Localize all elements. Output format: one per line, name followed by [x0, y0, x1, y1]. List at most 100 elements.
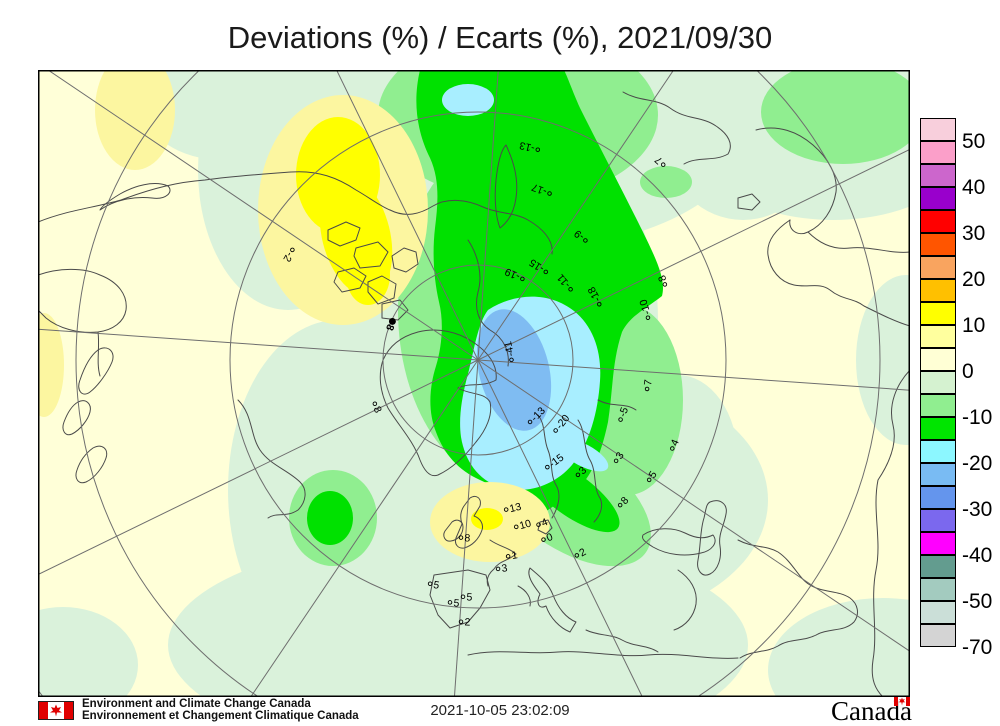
colorbar-tick-label: 30 [962, 222, 986, 245]
station-value: -13 [518, 139, 541, 154]
svg-text:2: 2 [577, 546, 588, 559]
colorbar-swatch [920, 164, 956, 187]
station-value: 3 [495, 562, 508, 575]
station-value: 0 [541, 531, 555, 544]
contour-fill-light-blue [476, 309, 552, 431]
station-value: 5 [460, 591, 473, 604]
map-frame [38, 70, 910, 697]
colorbar-swatch [920, 348, 956, 371]
colorbar-tick-label: -50 [962, 590, 993, 613]
station-value: 4 [536, 516, 550, 529]
station-value: 8 [458, 532, 471, 545]
svg-text:-19: -19 [503, 265, 522, 282]
colorbar-swatch [920, 394, 956, 417]
latitude-longitude-grid [38, 70, 910, 697]
station-value: -19 [503, 265, 525, 282]
colorbar-swatch [920, 210, 956, 233]
department-name-en: Environment and Climate Change Canada [82, 698, 311, 710]
svg-text:5: 5 [646, 469, 659, 481]
colorbar-swatch [920, 555, 956, 578]
wordmark-flag-icon [894, 697, 910, 706]
colorbar-swatch [920, 118, 956, 141]
svg-text:8: 8 [371, 404, 384, 415]
svg-text:4: 4 [669, 438, 682, 448]
station-value: 5 [427, 579, 440, 592]
colorbar-tick-label: -30 [962, 498, 993, 521]
deviation-contour-map: -13-17-9-10-19 -15-11-18-41-13 -20-15-578-… [38, 70, 910, 697]
station-value: 1 [505, 549, 519, 562]
colorbar-swatch [920, 233, 956, 256]
station-value: 13 [503, 501, 523, 515]
station-value: 4 [669, 438, 682, 451]
colorbar-swatch [920, 463, 956, 486]
station-value: -5 [617, 405, 632, 422]
colorbar-tick-label: 0 [962, 360, 974, 383]
colorbar-tick-label: 40 [962, 176, 986, 199]
svg-text:-41: -41 [502, 340, 517, 358]
footer: Environment and Climate Change Canada En… [0, 694, 1000, 726]
svg-text:3: 3 [613, 450, 626, 462]
colorbar-tick-label: -10 [962, 406, 993, 429]
svg-text:0: 0 [545, 531, 555, 544]
svg-text:8: 8 [383, 322, 396, 332]
svg-text:1: 1 [511, 549, 519, 562]
colorbar-swatch [920, 624, 956, 647]
station-value: 2 [574, 546, 588, 559]
station-value: 8 [656, 273, 669, 287]
station-value: -41 [502, 340, 517, 363]
svg-text:3: 3 [501, 562, 508, 575]
department-name-fr: Environnement et Changement Climatique C… [82, 710, 359, 722]
svg-text:2: 2 [464, 616, 470, 628]
page-title: Deviations (%) / Ecarts (%), 2021/09/30 [227, 20, 773, 55]
colorbar-swatch [920, 509, 956, 532]
colorbar-swatch [920, 601, 956, 624]
svg-text:5: 5 [453, 597, 460, 609]
generation-timestamp: 2021-10-05 23:02:09 [430, 702, 570, 719]
station-value: 2 [458, 616, 471, 629]
colorbar-swatch [920, 325, 956, 348]
svg-text:-17: -17 [530, 181, 549, 198]
colorbar-swatch [920, 371, 956, 394]
station-value: -10 [637, 298, 653, 320]
colorbar-tick-label: 50 [962, 130, 986, 153]
station-value: 7 [642, 379, 655, 392]
station-value: 8 [371, 401, 384, 415]
colorbar-tick-label: 20 [962, 268, 986, 291]
colorbar-swatch [920, 440, 956, 463]
colorbar-swatch [920, 187, 956, 210]
colorbar-tick-label: 10 [962, 314, 986, 337]
svg-text:-5: -5 [617, 405, 632, 418]
svg-text:-13: -13 [518, 139, 536, 154]
canada-flag-icon [38, 700, 74, 720]
colorbar-swatch [920, 578, 956, 601]
colorbar-swatch [920, 417, 956, 440]
station-value: -17 [530, 181, 552, 198]
station-value: 3 [613, 450, 627, 464]
colorbar-tick-label: -20 [962, 452, 993, 475]
canada-wordmark: Canada [831, 696, 912, 726]
station-value: 8 [383, 317, 396, 332]
svg-text:10: 10 [518, 517, 533, 532]
colorbar-swatch [920, 532, 956, 555]
colorbar-swatch [920, 279, 956, 302]
station-value: 5 [447, 597, 460, 610]
svg-text:-10: -10 [637, 298, 653, 316]
eccc-signature: Environment and Climate Change Canada En… [38, 698, 359, 722]
station-value: 10 [513, 517, 533, 532]
colorbar-swatch [920, 256, 956, 279]
colorbar-swatch [920, 302, 956, 325]
station-value: 5 [646, 469, 660, 483]
svg-text:13: 13 [508, 501, 522, 515]
maple-leaf-icon [50, 704, 62, 716]
department-name: Environment and Climate Change Canada En… [82, 698, 359, 722]
svg-text:4: 4 [540, 516, 550, 529]
colorbar-swatch [920, 486, 956, 509]
svg-text:7: 7 [642, 379, 655, 386]
colorbar-tick-label: -40 [962, 544, 993, 567]
svg-text:8: 8 [656, 273, 669, 283]
svg-text:5: 5 [432, 579, 440, 592]
svg-text:8: 8 [464, 532, 471, 544]
coastlines [38, 91, 910, 697]
svg-text:5: 5 [466, 591, 472, 603]
